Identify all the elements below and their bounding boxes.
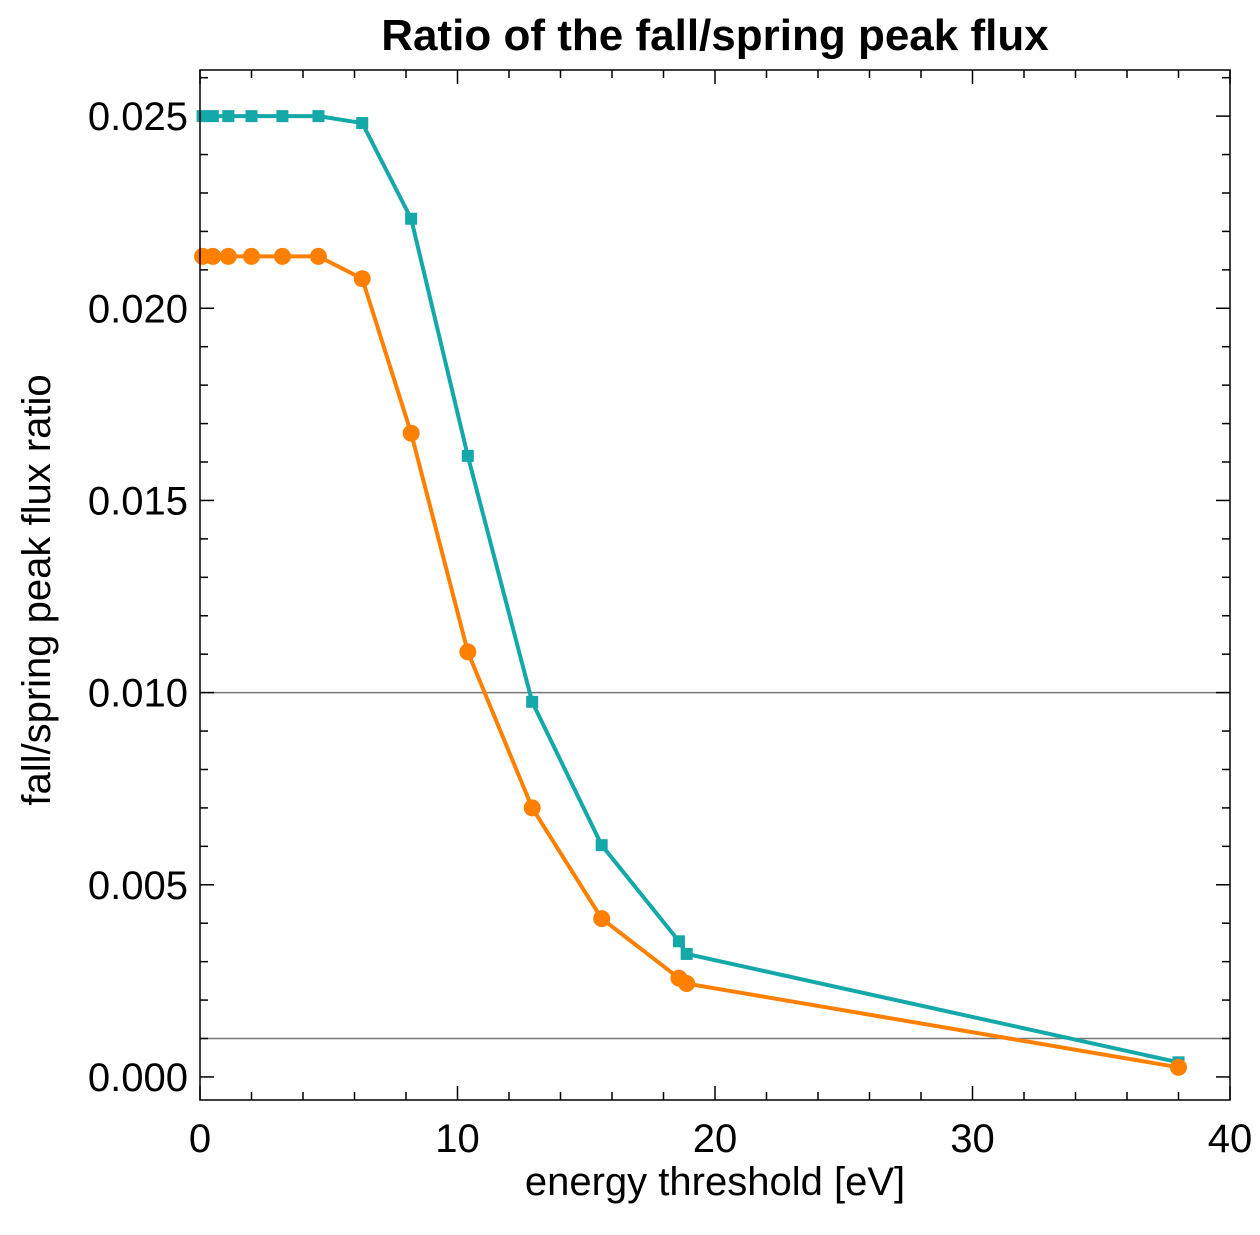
- square-marker: [222, 110, 235, 123]
- x-tick-label: 20: [693, 1117, 738, 1161]
- y-tick-label: 0.010: [88, 672, 188, 716]
- circle-marker: [459, 643, 477, 661]
- square-marker: [196, 110, 209, 123]
- x-axis-title: energy threshold [eV]: [525, 1160, 905, 1204]
- y-tick-label: 0.005: [88, 864, 188, 908]
- circle-marker: [353, 270, 371, 288]
- circle-marker: [1170, 1058, 1187, 1076]
- circle-marker: [273, 247, 291, 265]
- square-marker: [405, 212, 418, 225]
- circle-marker: [219, 247, 237, 265]
- plot-area: 0 10 20 30 40 0.000 0.005 0.010 0.015 0.020 0.025: [88, 69, 1253, 1161]
- circle-marker: [402, 424, 420, 442]
- square-marker: [356, 117, 369, 130]
- square-marker: [680, 947, 693, 960]
- x-tick-label: 40: [1208, 1117, 1253, 1161]
- square-marker: [276, 110, 289, 123]
- series-line-circle: [202, 254, 1179, 1070]
- y-tick-label: 0.000: [88, 1056, 188, 1100]
- circle-marker: [243, 247, 260, 265]
- circle-marker: [593, 910, 611, 928]
- square-marker: [526, 695, 539, 708]
- series-line-square: [202, 114, 1179, 1065]
- chart-title: Ratio of the fall/spring peak flux: [381, 11, 1049, 60]
- square-marker: [672, 935, 685, 948]
- circle-marker: [523, 799, 541, 817]
- x-tick-label: 30: [950, 1117, 995, 1161]
- square-marker: [461, 449, 474, 462]
- y-tick-label: 0.015: [88, 479, 188, 523]
- y-tick-label: 0.020: [88, 287, 188, 331]
- square-marker: [206, 110, 219, 123]
- y-tick-label: 0.025: [88, 95, 188, 139]
- square-marker: [595, 839, 608, 852]
- x-tick-label: 0: [189, 1117, 211, 1161]
- circle-marker: [309, 247, 327, 265]
- circle-marker: [204, 247, 222, 265]
- square-marker: [245, 110, 258, 123]
- square-marker: [312, 110, 325, 123]
- circle-marker: [678, 975, 696, 993]
- x-tick-label: 10: [435, 1117, 480, 1161]
- plot-frame: [199, 69, 1231, 1101]
- y-axis-title: fall/spring peak flux ratio: [15, 374, 59, 805]
